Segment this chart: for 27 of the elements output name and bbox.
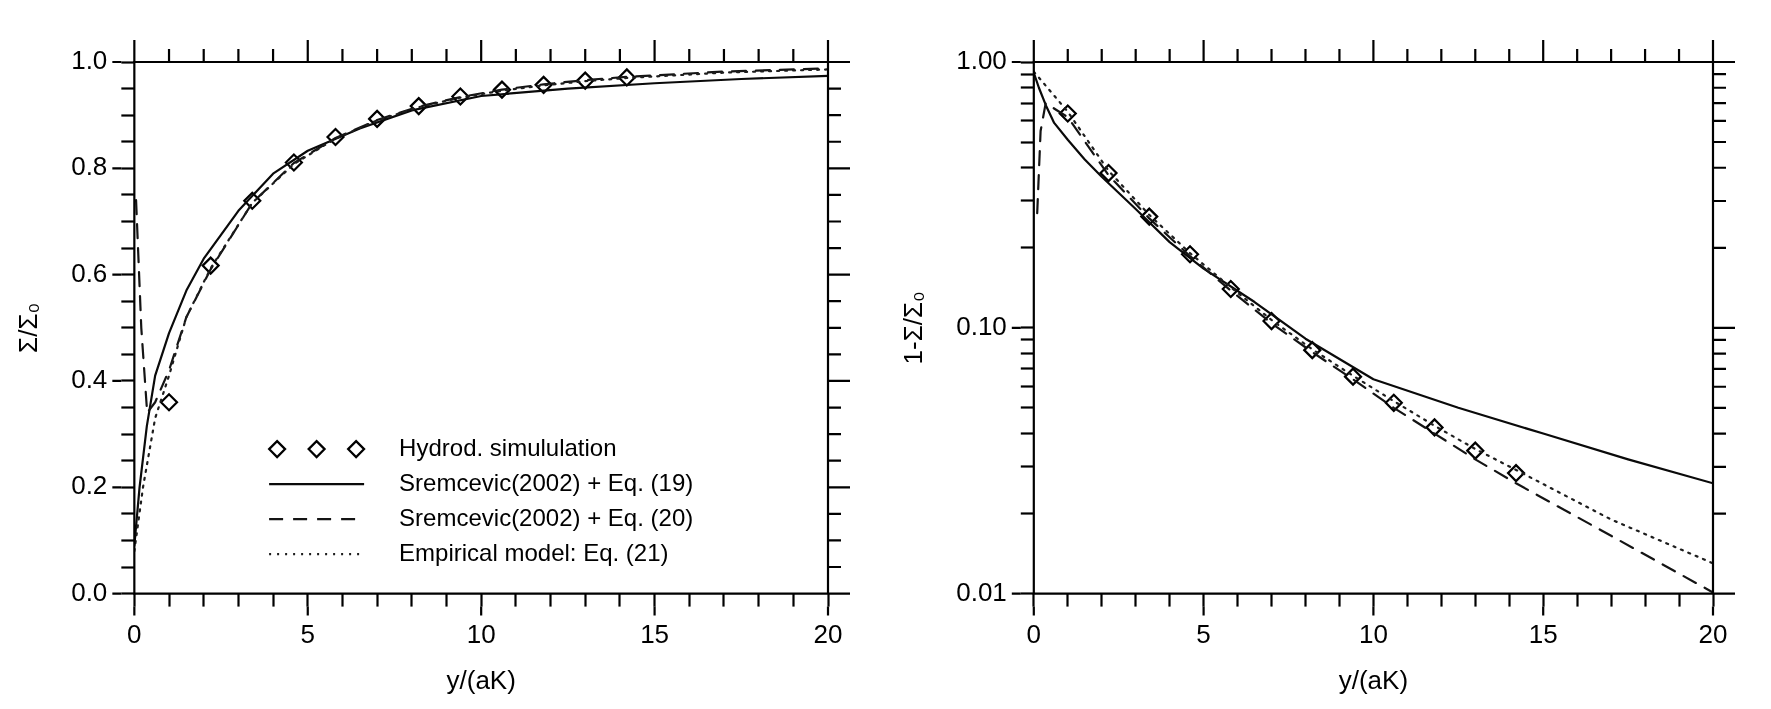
x-tick-label: 5 [1196,619,1211,650]
x-axis-title: y/(aK) [446,664,516,695]
y-axis-title: Σ/Σ₀ [12,302,43,353]
legend-label: Sremcevic(2002) + Eq. (20) [399,503,694,531]
y-tick-label: 0.4 [71,364,108,395]
y-axis-title: 1-Σ/Σ₀ [897,291,928,365]
x-tick-label: 10 [466,619,496,650]
legend-label: Hydrod. simululation [399,433,617,461]
y-tick-label: 1.00 [956,45,1007,76]
y-tick-label: 0.8 [71,151,108,182]
y-tick-label: 1.0 [71,45,108,76]
x-axis-title: y/(aK) [1338,664,1409,695]
x-tick-label: 20 [1698,619,1728,650]
y-tick-label: 0.6 [71,257,108,288]
x-tick-label: 15 [640,619,670,650]
y-tick-label: 0.0 [71,576,108,607]
x-tick-label: 15 [1528,619,1558,650]
x-tick-label: 0 [1026,619,1042,650]
legend-label: Sremcevic(2002) + Eq. (19) [399,468,694,496]
y-tick-label: 0.10 [956,310,1007,341]
x-tick-label: 5 [300,619,315,650]
y-tick-label: 0.01 [956,576,1007,607]
y-tick-label: 0.2 [71,470,108,501]
x-tick-label: 20 [813,619,843,650]
x-tick-label: 0 [127,619,142,650]
x-tick-label: 10 [1358,619,1388,650]
legend-label: Empirical model: Eq. (21) [399,538,669,566]
